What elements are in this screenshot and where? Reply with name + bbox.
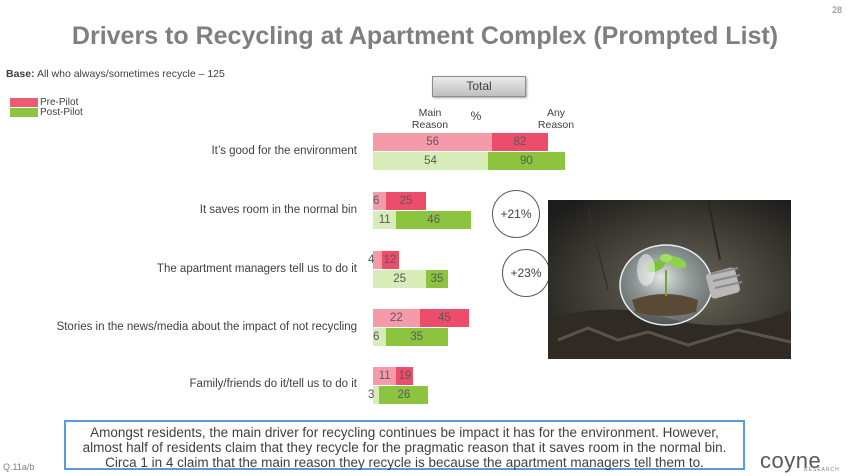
category-label-it-s-good-for-the-environment: It’s good for the environment bbox=[211, 145, 357, 157]
legend-label-post: Post-Pilot bbox=[40, 106, 83, 118]
value-label-post-main-reason: 11 bbox=[378, 214, 391, 226]
value-label-post-any-reason: 90 bbox=[519, 155, 533, 167]
value-label-post-main-reason: 25 bbox=[393, 273, 407, 285]
base-label: Base: bbox=[6, 68, 35, 80]
value-label-post-any-reason: 35 bbox=[430, 273, 444, 285]
lightbulb-plant-photo bbox=[548, 200, 791, 359]
bar-post-any-reason bbox=[396, 211, 471, 229]
bar-pre-any-reason bbox=[396, 367, 414, 385]
base-note: Base: All who always/sometimes recycle –… bbox=[6, 68, 225, 80]
category-label-stories-in-the-news-media-about-the-impa: Stories in the news/media about the impa… bbox=[56, 321, 357, 333]
bar-pre-any-reason bbox=[419, 309, 469, 327]
bar-post-main-reason bbox=[373, 270, 427, 288]
value-label-post-any-reason: 35 bbox=[410, 331, 424, 343]
summary-text-box: Amongst residents, the main driver for r… bbox=[64, 420, 745, 470]
value-label-post-main-reason: 54 bbox=[424, 155, 437, 167]
question-code: Q.11a/b bbox=[3, 462, 35, 472]
value-label-pre-any-reason: 82 bbox=[513, 136, 527, 148]
bar-pre-any-reason bbox=[381, 251, 399, 269]
column-header-main-reason: Main Reason bbox=[411, 107, 449, 131]
bar-pre-any-reason bbox=[385, 192, 427, 210]
bar-post-any-reason bbox=[426, 270, 448, 288]
bar-pre-any-reason bbox=[492, 133, 548, 151]
bar-post-main-reason bbox=[373, 152, 489, 170]
change-bubble-apartment-managers: +23% bbox=[502, 249, 550, 297]
value-label-post-any-reason: 46 bbox=[427, 214, 441, 226]
bar-pre-main-reason bbox=[373, 251, 382, 269]
change-bubble-saves-room: +21% bbox=[492, 190, 540, 238]
total-toggle-button[interactable]: Total bbox=[432, 76, 526, 97]
bar-post-main-reason bbox=[373, 328, 386, 346]
legend-post-pilot: Post-Pilot bbox=[10, 106, 83, 118]
page-number: 28 bbox=[831, 5, 842, 15]
slide-title: Drivers to Recycling at Apartment Comple… bbox=[71, 22, 779, 50]
bar-post-main-reason bbox=[373, 211, 397, 229]
legend-swatch-pre bbox=[10, 97, 38, 107]
column-header-percent: % bbox=[470, 109, 482, 123]
column-header-any-reason: Any Reason bbox=[537, 107, 575, 131]
bar-post-any-reason bbox=[379, 386, 429, 404]
category-label-the-apartment-managers-tell-us-to-do-it: The apartment managers tell us to do it bbox=[156, 263, 357, 275]
category-label-family-friends-do-it-tell-us-to-do-it: Family/friends do it/tell us to do it bbox=[189, 378, 357, 390]
bar-post-main-reason bbox=[373, 386, 380, 404]
base-text: All who always/sometimes recycle – 125 bbox=[34, 68, 225, 80]
bar-pre-main-reason bbox=[373, 133, 493, 151]
bar-post-any-reason bbox=[385, 328, 448, 346]
legend-label-pre: Pre-Pilot bbox=[40, 96, 79, 108]
value-label-pre-main-reason: 56 bbox=[426, 136, 440, 148]
legend-swatch-post bbox=[10, 107, 38, 117]
legend-pre-pilot: Pre-Pilot bbox=[10, 96, 79, 108]
value-label-post-main-reason: 3 bbox=[368, 389, 375, 401]
bar-pre-main-reason bbox=[373, 309, 420, 327]
bar-pre-main-reason bbox=[373, 192, 386, 210]
bar-post-any-reason bbox=[488, 152, 565, 170]
value-label-post-main-reason: 6 bbox=[373, 331, 380, 343]
coyne-logo: coyne bbox=[760, 448, 822, 473]
coyne-logo-subtext: RESEARCH bbox=[804, 467, 840, 473]
bar-pre-main-reason bbox=[373, 367, 397, 385]
value-label-pre-any-reason: 25 bbox=[399, 195, 413, 207]
value-label-pre-any-reason: 19 bbox=[398, 370, 412, 382]
value-label-post-any-reason: 26 bbox=[397, 389, 411, 401]
category-label-it-saves-room-in-the-normal-bin: It saves room in the normal bin bbox=[199, 204, 357, 216]
value-label-pre-main-reason: 6 bbox=[373, 195, 380, 207]
value-label-pre-main-reason: 4 bbox=[368, 254, 375, 266]
value-label-pre-any-reason: 45 bbox=[437, 312, 451, 324]
value-label-pre-main-reason: 22 bbox=[390, 312, 403, 324]
value-label-pre-main-reason: 11 bbox=[378, 370, 391, 382]
value-label-pre-any-reason: 12 bbox=[383, 254, 397, 266]
